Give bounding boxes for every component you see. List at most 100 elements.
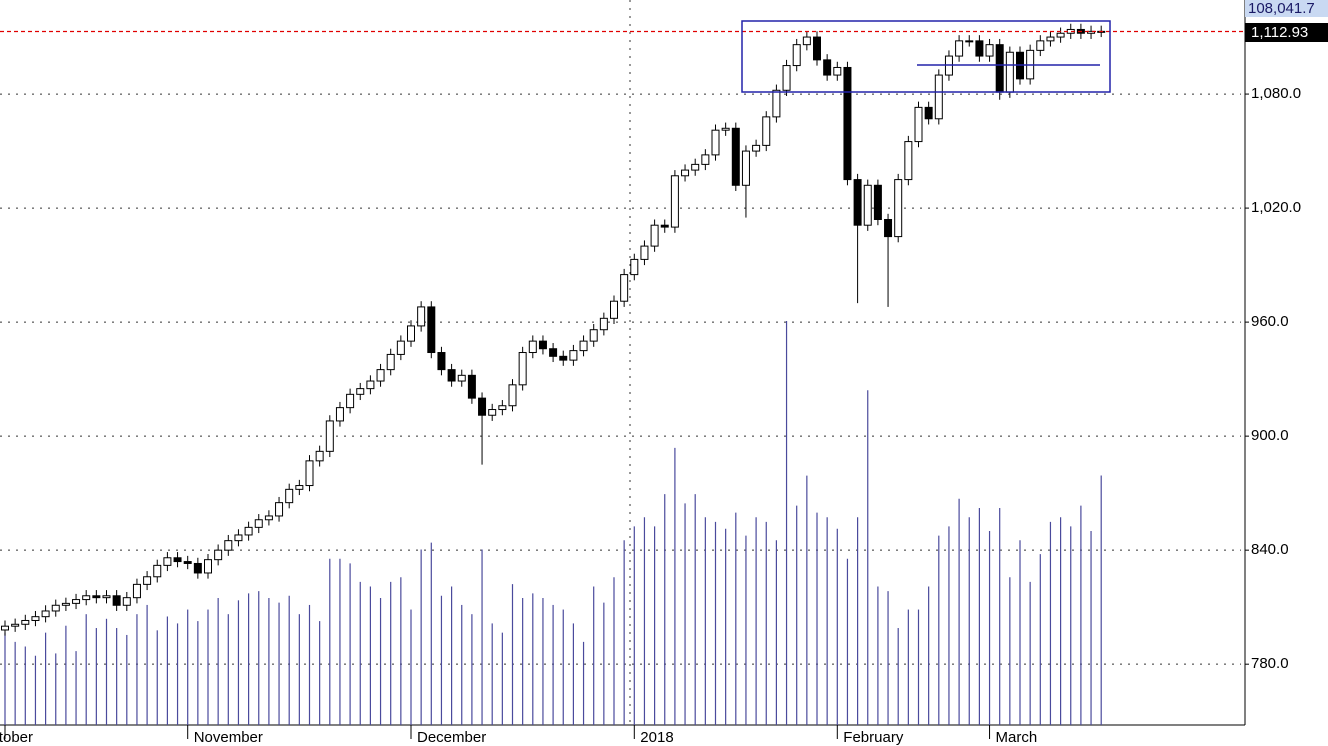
candle-body (153, 564, 162, 578)
y-tick-label: 1,080.0 (1251, 85, 1301, 102)
candle-body (508, 384, 517, 407)
candle-body (467, 374, 476, 399)
candle-body (873, 184, 882, 220)
candle-body (457, 374, 466, 382)
candle-body (122, 597, 131, 606)
candle-body (51, 604, 60, 612)
candle-body (518, 352, 527, 386)
candle-body (478, 397, 487, 416)
marks: 780.0 840.0 900.0 960.0 1,020.0 1,080.0 Octobe… (0, 23, 1301, 746)
y-tick-label: 780.0 (1251, 655, 1289, 672)
candle-body (965, 40, 974, 43)
candle-body (640, 245, 649, 260)
candle-body (366, 380, 375, 390)
candle-body (214, 549, 223, 561)
candle-body (975, 40, 984, 57)
candle-body (701, 154, 710, 165)
candle-body (396, 340, 405, 355)
candle-body (92, 595, 101, 599)
candle-body (407, 325, 415, 342)
candle-body (610, 300, 618, 319)
candle-body (630, 258, 639, 276)
candle-body (670, 175, 679, 228)
candle-body (589, 329, 598, 342)
candle-body (193, 562, 202, 574)
candle-body (325, 420, 334, 452)
candle-body (41, 610, 50, 618)
candle-body (315, 450, 324, 462)
candle-body (660, 224, 669, 228)
candle-body (427, 306, 436, 354)
candle-body (650, 224, 659, 247)
candle-body (569, 350, 578, 361)
candle-body (955, 40, 964, 57)
candle-body (82, 595, 91, 601)
candle-body (163, 557, 172, 566)
candle-body (762, 116, 771, 146)
candle-body (234, 534, 243, 542)
candle-body (985, 44, 994, 57)
x-tick-label: December (417, 729, 486, 746)
candle-body (72, 599, 81, 604)
candle-body (528, 340, 537, 354)
candle-body (782, 65, 791, 91)
candle-body (620, 274, 629, 302)
candle-body (894, 179, 903, 238)
candle-body (224, 540, 233, 551)
volume-last-label: 108,041.7 (1248, 0, 1315, 17)
candle-body (559, 355, 568, 361)
candle-body (1005, 51, 1014, 93)
candle-body (924, 106, 933, 120)
close-label-bg (1245, 23, 1328, 42)
candle-body (204, 559, 212, 574)
candle-body (1056, 32, 1065, 38)
candle-body (1046, 36, 1055, 42)
candle-body (21, 619, 30, 625)
candle-body (386, 353, 395, 371)
candle-body (995, 44, 1004, 93)
candle-body (813, 36, 821, 61)
candle-body (143, 576, 152, 585)
volume-label-bg (1245, 0, 1328, 17)
candle-body (853, 179, 862, 226)
candle-body (254, 519, 263, 528)
x-tick-label: November (194, 729, 263, 746)
candle-body (833, 66, 842, 76)
candle-body (863, 184, 872, 226)
candle-body (31, 616, 40, 621)
candle-body (711, 129, 720, 156)
candle-body (488, 409, 497, 416)
candle-body (914, 106, 923, 143)
candle-body (802, 36, 811, 46)
y-tick-label: 960.0 (1251, 313, 1289, 330)
candle-body (305, 460, 314, 487)
x-tick-label: February (843, 729, 904, 746)
candle-body (11, 623, 20, 627)
drawn-box (741, 20, 1111, 93)
close-last-label: 1,112.93 (1251, 24, 1308, 41)
candle-body (264, 515, 273, 521)
candle-body (173, 557, 182, 563)
candle-body (823, 59, 832, 76)
candle-body (681, 169, 690, 177)
candle-body (102, 595, 111, 599)
candle-body (437, 352, 446, 371)
candle-body (244, 526, 253, 536)
candle-body (295, 485, 304, 490)
candle-body (843, 66, 852, 181)
candle-body (498, 405, 507, 411)
candle-body (691, 163, 700, 171)
candle-body (183, 561, 192, 564)
x-tick-label: March (996, 729, 1038, 746)
candle-body (275, 502, 284, 517)
candle-body (447, 369, 456, 382)
candle-body (132, 583, 141, 599)
candle-body (356, 388, 365, 395)
candle-body (1036, 40, 1045, 51)
candle-body (1, 625, 9, 631)
candle-body (335, 407, 344, 422)
candle-body (346, 393, 355, 409)
candle-body (792, 44, 801, 67)
candle-body (904, 141, 913, 181)
